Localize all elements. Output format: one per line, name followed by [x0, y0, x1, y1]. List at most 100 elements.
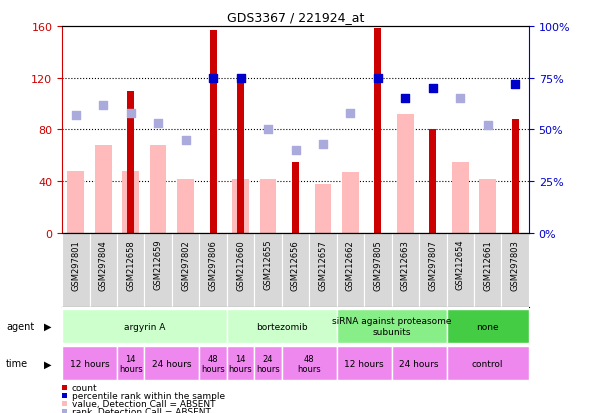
Text: 14
hours: 14 hours: [119, 354, 142, 373]
Text: GSM212662: GSM212662: [346, 239, 355, 290]
Bar: [127, 91, 134, 233]
Text: GSM297806: GSM297806: [209, 239, 217, 290]
Point: [126, 110, 135, 117]
Title: GDS3367 / 221924_at: GDS3367 / 221924_at: [227, 11, 364, 24]
Text: GSM297804: GSM297804: [99, 239, 108, 290]
Bar: [364, 233, 392, 308]
Text: time: time: [6, 358, 28, 368]
Text: percentile rank within the sample: percentile rank within the sample: [72, 391, 225, 400]
Text: GSM297803: GSM297803: [511, 239, 519, 290]
Bar: [375, 29, 381, 233]
Text: argyrin A: argyrin A: [124, 322, 165, 331]
Point: [209, 75, 218, 82]
Bar: [452, 162, 469, 233]
Point: [236, 75, 245, 82]
Point: [99, 102, 108, 109]
Text: GSM212655: GSM212655: [264, 239, 272, 290]
Text: 12 hours: 12 hours: [345, 359, 384, 368]
Text: bortezomib: bortezomib: [256, 322, 307, 331]
Text: GSM212656: GSM212656: [291, 239, 300, 290]
Point: [483, 123, 492, 129]
Point: [373, 75, 382, 82]
Bar: [144, 233, 172, 308]
Bar: [117, 347, 144, 380]
Point: [264, 127, 273, 133]
Bar: [117, 233, 144, 308]
Bar: [259, 179, 277, 233]
Bar: [314, 184, 332, 233]
Text: GSM297801: GSM297801: [72, 239, 80, 290]
Text: GSM297805: GSM297805: [374, 239, 382, 290]
Point: [401, 96, 410, 102]
Bar: [309, 233, 337, 308]
Bar: [62, 309, 227, 343]
Text: agent: agent: [6, 321, 34, 331]
Text: GSM212660: GSM212660: [236, 239, 245, 290]
Bar: [227, 309, 337, 343]
Bar: [337, 309, 447, 343]
Bar: [502, 233, 529, 308]
Text: GSM212654: GSM212654: [456, 239, 465, 290]
Bar: [430, 130, 436, 233]
Bar: [237, 76, 244, 233]
Text: GSM212657: GSM212657: [319, 239, 327, 290]
Point: [428, 85, 437, 92]
Bar: [227, 233, 254, 308]
Bar: [254, 347, 282, 380]
Bar: [172, 233, 199, 308]
Bar: [177, 179, 194, 233]
Text: control: control: [472, 359, 504, 368]
Text: GSM212658: GSM212658: [126, 239, 135, 290]
Bar: [474, 233, 502, 308]
Text: 24 hours: 24 hours: [400, 359, 439, 368]
Text: GSM212663: GSM212663: [401, 239, 410, 290]
Bar: [292, 162, 299, 233]
Bar: [89, 233, 117, 308]
Text: rank, Detection Call = ABSENT: rank, Detection Call = ABSENT: [72, 407, 210, 413]
Text: ▶: ▶: [44, 358, 52, 368]
Bar: [199, 233, 227, 308]
Point: [154, 121, 163, 127]
Text: 24
hours: 24 hours: [256, 354, 280, 373]
Text: GSM212659: GSM212659: [154, 239, 163, 290]
Text: 14
hours: 14 hours: [229, 354, 252, 373]
Bar: [342, 173, 359, 233]
Bar: [227, 347, 254, 380]
Bar: [95, 145, 112, 233]
Bar: [447, 309, 529, 343]
Bar: [392, 233, 419, 308]
Bar: [232, 179, 249, 233]
Bar: [337, 233, 364, 308]
Point: [456, 96, 465, 102]
Point: [181, 137, 190, 144]
Bar: [254, 233, 282, 308]
Bar: [447, 347, 529, 380]
Bar: [282, 233, 309, 308]
Bar: [62, 347, 117, 380]
Bar: [447, 233, 474, 308]
Text: 24 hours: 24 hours: [152, 359, 191, 368]
Text: value, Detection Call = ABSENT: value, Detection Call = ABSENT: [72, 399, 215, 408]
Text: count: count: [72, 384, 98, 392]
Point: [511, 81, 520, 88]
Bar: [210, 31, 216, 233]
Point: [71, 112, 80, 119]
Bar: [67, 171, 84, 233]
Text: GSM212661: GSM212661: [483, 239, 492, 290]
Text: GSM297802: GSM297802: [181, 239, 190, 290]
Bar: [337, 347, 392, 380]
Bar: [144, 347, 199, 380]
Bar: [392, 347, 447, 380]
Point: [318, 141, 327, 148]
Text: siRNA against proteasome
subunits: siRNA against proteasome subunits: [332, 317, 452, 336]
Bar: [150, 145, 167, 233]
Bar: [397, 114, 414, 233]
Bar: [122, 171, 139, 233]
Text: 48
hours: 48 hours: [201, 354, 225, 373]
Text: ▶: ▶: [44, 321, 52, 331]
Bar: [62, 233, 89, 308]
Text: 48
hours: 48 hours: [297, 354, 321, 373]
Text: GSM297807: GSM297807: [428, 239, 437, 290]
Bar: [199, 347, 227, 380]
Bar: [282, 347, 337, 380]
